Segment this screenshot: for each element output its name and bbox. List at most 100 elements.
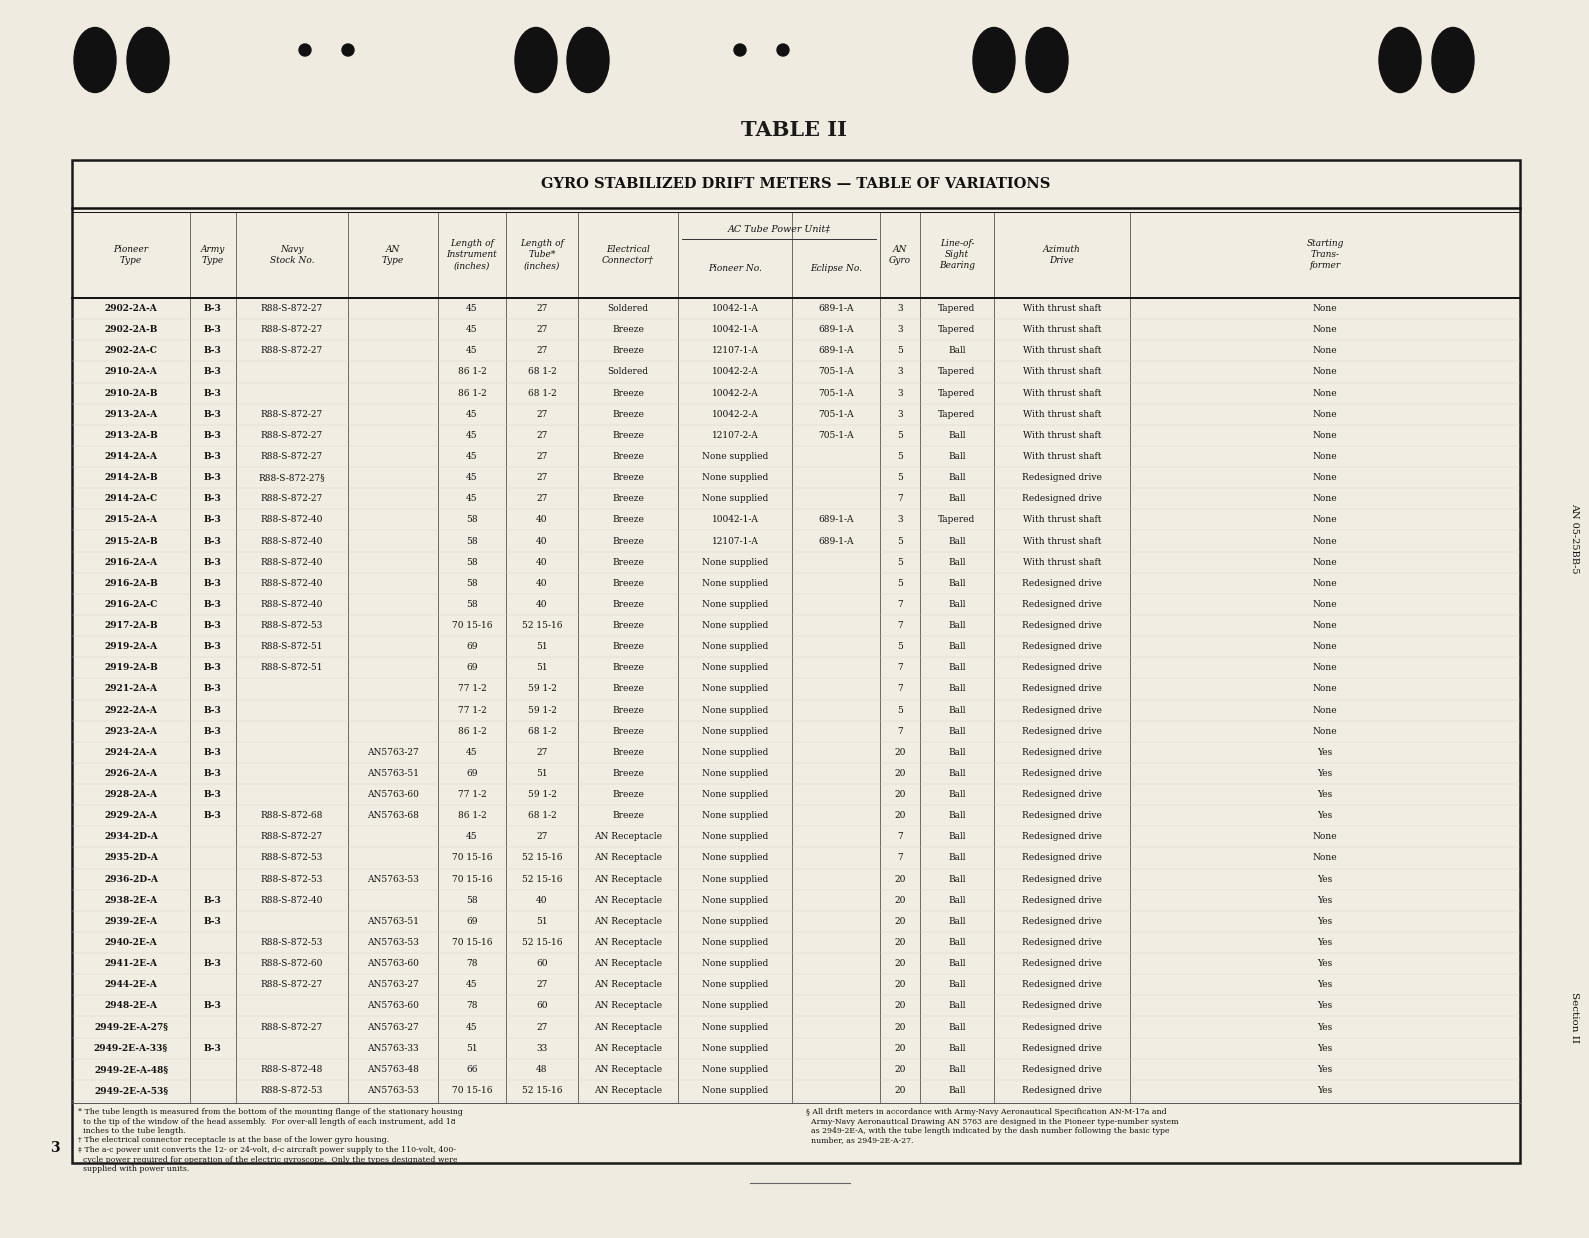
- Text: None supplied: None supplied: [702, 557, 767, 567]
- Text: None supplied: None supplied: [702, 790, 767, 799]
- Text: Azimuth
Drive: Azimuth Drive: [1042, 245, 1081, 265]
- Text: 48: 48: [535, 1065, 548, 1073]
- Text: Breeze: Breeze: [612, 706, 644, 714]
- Text: Redesigned drive: Redesigned drive: [1022, 896, 1101, 905]
- Text: 59 1-2: 59 1-2: [528, 706, 556, 714]
- Text: None supplied: None supplied: [702, 664, 767, 672]
- Text: 3: 3: [898, 305, 903, 313]
- Text: 27: 27: [537, 452, 548, 461]
- Text: Redesigned drive: Redesigned drive: [1022, 579, 1101, 588]
- Text: AN Receptacle: AN Receptacle: [594, 959, 663, 968]
- Text: 20: 20: [895, 1086, 906, 1094]
- Text: None: None: [1313, 664, 1338, 672]
- Text: B-3: B-3: [203, 515, 222, 525]
- Text: 58: 58: [466, 579, 478, 588]
- Text: None: None: [1313, 515, 1338, 525]
- Text: 20: 20: [895, 769, 906, 777]
- Text: Breeze: Breeze: [612, 431, 644, 439]
- Text: Breeze: Breeze: [612, 326, 644, 334]
- Text: None supplied: None supplied: [702, 685, 767, 693]
- Text: 10042-2-A: 10042-2-A: [712, 389, 758, 397]
- Text: Ball: Ball: [949, 917, 966, 926]
- Text: AN Receptacle: AN Receptacle: [594, 1044, 663, 1052]
- Text: None: None: [1313, 305, 1338, 313]
- Text: Yes: Yes: [1317, 748, 1333, 756]
- Text: 2949-2E-A-27§: 2949-2E-A-27§: [94, 1023, 168, 1031]
- Text: Line-of-
Sight
Bearing: Line-of- Sight Bearing: [939, 239, 976, 270]
- Circle shape: [734, 45, 745, 56]
- Text: With thrust shaft: With thrust shaft: [1023, 347, 1101, 355]
- Text: Yes: Yes: [1317, 980, 1333, 989]
- Text: Ball: Ball: [949, 557, 966, 567]
- Text: 689-1-A: 689-1-A: [818, 515, 853, 525]
- Text: AN Receptacle: AN Receptacle: [594, 980, 663, 989]
- Text: 68 1-2: 68 1-2: [528, 727, 556, 735]
- Text: 45: 45: [466, 748, 478, 756]
- Text: Redesigned drive: Redesigned drive: [1022, 664, 1101, 672]
- Text: B-3: B-3: [203, 896, 222, 905]
- Text: Tapered: Tapered: [939, 410, 976, 418]
- Text: R88-S-872-51: R88-S-872-51: [261, 664, 323, 672]
- Text: 2924-2A-A: 2924-2A-A: [105, 748, 157, 756]
- Text: 2913-2A-B: 2913-2A-B: [105, 431, 157, 439]
- Text: 70 15-16: 70 15-16: [451, 874, 493, 884]
- Text: Ball: Ball: [949, 811, 966, 821]
- Text: None: None: [1313, 368, 1338, 376]
- Text: 77 1-2: 77 1-2: [458, 706, 486, 714]
- Text: 7: 7: [898, 664, 903, 672]
- Text: R88-S-872-68: R88-S-872-68: [261, 811, 323, 821]
- Text: Yes: Yes: [1317, 1002, 1333, 1010]
- Text: Redesigned drive: Redesigned drive: [1022, 853, 1101, 863]
- Text: B-3: B-3: [203, 664, 222, 672]
- Text: Ball: Ball: [949, 1086, 966, 1094]
- Text: None supplied: None supplied: [702, 1023, 767, 1031]
- Text: Breeze: Breeze: [612, 389, 644, 397]
- Text: 45: 45: [466, 980, 478, 989]
- Text: AN5763-27: AN5763-27: [367, 980, 419, 989]
- Text: B-3: B-3: [203, 326, 222, 334]
- Text: 58: 58: [466, 600, 478, 609]
- Text: 2939-2E-A: 2939-2E-A: [105, 917, 157, 926]
- Text: None supplied: None supplied: [702, 874, 767, 884]
- Text: 10042-1-A: 10042-1-A: [712, 515, 758, 525]
- Text: Redesigned drive: Redesigned drive: [1022, 811, 1101, 821]
- Text: 52 15-16: 52 15-16: [521, 938, 563, 947]
- Text: 2910-2A-A: 2910-2A-A: [105, 368, 157, 376]
- Text: 27: 27: [537, 305, 548, 313]
- Text: 5: 5: [898, 431, 903, 439]
- Text: Yes: Yes: [1317, 874, 1333, 884]
- Text: 69: 69: [466, 917, 478, 926]
- Text: number, as 2949-2E-A-27.: number, as 2949-2E-A-27.: [806, 1136, 914, 1144]
- Text: 45: 45: [466, 473, 478, 482]
- Text: 7: 7: [898, 494, 903, 504]
- Text: B-3: B-3: [203, 621, 222, 630]
- Text: B-3: B-3: [203, 579, 222, 588]
- Text: 69: 69: [466, 769, 478, 777]
- Text: None supplied: None supplied: [702, 1044, 767, 1052]
- Text: None supplied: None supplied: [702, 832, 767, 842]
- Text: 20: 20: [895, 896, 906, 905]
- Text: B-3: B-3: [203, 473, 222, 482]
- Text: 20: 20: [895, 1002, 906, 1010]
- Text: 5: 5: [898, 579, 903, 588]
- Text: 20: 20: [895, 980, 906, 989]
- Text: Ball: Ball: [949, 832, 966, 842]
- Text: B-3: B-3: [203, 706, 222, 714]
- Text: Redesigned drive: Redesigned drive: [1022, 748, 1101, 756]
- Text: † The electrical connector receptacle is at the base of the lower gyro housing.: † The electrical connector receptacle is…: [78, 1136, 389, 1144]
- Text: 689-1-A: 689-1-A: [818, 347, 853, 355]
- Text: 70 15-16: 70 15-16: [451, 1086, 493, 1094]
- Text: None: None: [1313, 494, 1338, 504]
- Text: None supplied: None supplied: [702, 643, 767, 651]
- Text: 70 15-16: 70 15-16: [451, 853, 493, 863]
- Text: AN Receptacle: AN Receptacle: [594, 938, 663, 947]
- Text: 2916-2A-B: 2916-2A-B: [105, 579, 157, 588]
- Text: Yes: Yes: [1317, 917, 1333, 926]
- Text: 2914-2A-B: 2914-2A-B: [105, 473, 157, 482]
- Text: R88-S-872-53: R88-S-872-53: [261, 853, 323, 863]
- Text: 59 1-2: 59 1-2: [528, 685, 556, 693]
- Text: AN Receptacle: AN Receptacle: [594, 917, 663, 926]
- Text: R88-S-872-27: R88-S-872-27: [261, 980, 323, 989]
- Text: None: None: [1313, 685, 1338, 693]
- Text: Breeze: Breeze: [612, 557, 644, 567]
